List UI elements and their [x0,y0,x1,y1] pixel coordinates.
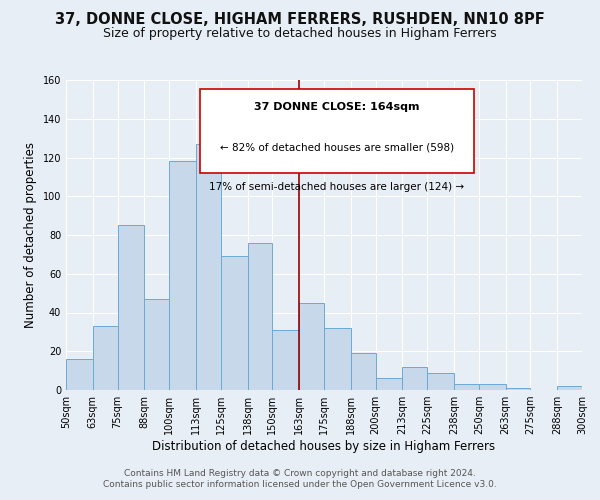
Bar [248,243,272,390]
Text: Contains public sector information licensed under the Open Government Licence v3: Contains public sector information licen… [103,480,497,489]
X-axis label: Distribution of detached houses by size in Higham Ferrers: Distribution of detached houses by size … [152,440,496,453]
FancyBboxPatch shape [200,90,473,173]
Bar [118,226,145,390]
Text: 17% of semi-detached houses are larger (124) →: 17% of semi-detached houses are larger (… [209,182,464,192]
Text: Contains HM Land Registry data © Crown copyright and database right 2024.: Contains HM Land Registry data © Crown c… [124,468,476,477]
Bar [557,386,582,390]
Bar [221,256,248,390]
Text: Size of property relative to detached houses in Higham Ferrers: Size of property relative to detached ho… [103,28,497,40]
Text: ← 82% of detached houses are smaller (598): ← 82% of detached houses are smaller (59… [220,142,454,152]
Bar [376,378,403,390]
Bar [196,144,221,390]
Bar [299,303,324,390]
Bar [351,353,376,390]
Bar [506,388,530,390]
Bar [66,359,93,390]
Bar [479,384,506,390]
Text: 37 DONNE CLOSE: 164sqm: 37 DONNE CLOSE: 164sqm [254,102,419,112]
Y-axis label: Number of detached properties: Number of detached properties [24,142,37,328]
Text: 37, DONNE CLOSE, HIGHAM FERRERS, RUSHDEN, NN10 8PF: 37, DONNE CLOSE, HIGHAM FERRERS, RUSHDEN… [55,12,545,28]
Bar [324,328,351,390]
Bar [169,162,196,390]
Bar [403,367,427,390]
Bar [454,384,479,390]
Bar [427,372,454,390]
Bar [272,330,299,390]
Bar [145,299,169,390]
Bar [93,326,118,390]
